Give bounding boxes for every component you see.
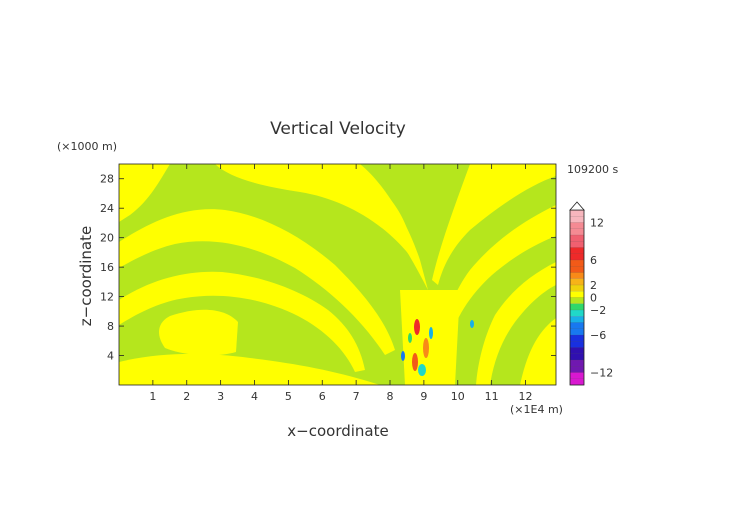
positive-region bbox=[119, 271, 365, 372]
time-label: 109200 s bbox=[567, 163, 618, 176]
downdraft-core bbox=[470, 320, 474, 328]
colorbar-level bbox=[570, 303, 584, 310]
positive-region bbox=[119, 353, 380, 385]
positive-region bbox=[119, 164, 170, 222]
x-scale-label: (×1E4 m) bbox=[510, 403, 563, 416]
colorbar-tick-label: 12 bbox=[590, 217, 604, 230]
colorbar-tick-label: 6 bbox=[590, 254, 597, 267]
updraft-core bbox=[423, 338, 429, 358]
downdraft-core bbox=[401, 351, 405, 361]
positive-region bbox=[310, 164, 428, 290]
positive-region bbox=[520, 318, 556, 385]
colorbar-tick-label: 0 bbox=[590, 292, 597, 305]
colorbar: 12 6 20−2 −6 −12 bbox=[569, 201, 613, 386]
x-tick-label: 3 bbox=[217, 390, 224, 403]
x-axis-label: x−coordinate bbox=[287, 422, 388, 440]
y-scale-label: (×1000 m) bbox=[57, 140, 117, 153]
x-tick-label: 5 bbox=[285, 390, 292, 403]
x-tick-label: 12 bbox=[519, 390, 533, 403]
colorbar-level bbox=[570, 316, 584, 323]
chart-title: Vertical Velocity bbox=[270, 119, 406, 139]
downdraft-core bbox=[429, 327, 433, 339]
colorbar-tick-label: −2 bbox=[590, 304, 606, 317]
x-tick-label: 7 bbox=[353, 390, 360, 403]
x-tick-label: 10 bbox=[451, 390, 465, 403]
colorbar-extend-arrow bbox=[569, 201, 585, 211]
x-tick-label: 9 bbox=[420, 390, 427, 403]
y-tick-label: 12 bbox=[100, 291, 114, 304]
positive-region bbox=[158, 309, 238, 356]
y-tick-label: 24 bbox=[100, 202, 114, 215]
colorbar-level bbox=[570, 297, 584, 304]
colorbar-level bbox=[570, 291, 584, 298]
colorbar-level bbox=[570, 285, 584, 292]
colorbar-tick-label: −6 bbox=[590, 329, 606, 342]
colorbar-tick-label: 2 bbox=[590, 279, 597, 292]
positive-region bbox=[119, 209, 395, 355]
downdraft-core bbox=[418, 364, 426, 376]
updraft-core bbox=[412, 353, 418, 371]
y-tick-label: 20 bbox=[100, 232, 114, 245]
y-tick-label: 16 bbox=[100, 261, 114, 274]
x-axis: 1 2 3 4 5 6 7 8 9 10 11 12 bbox=[149, 164, 533, 403]
x-tick-label: 2 bbox=[183, 390, 190, 403]
y-tick-label: 4 bbox=[107, 350, 114, 363]
x-tick-label: 1 bbox=[149, 390, 156, 403]
colorbar-level bbox=[570, 278, 584, 285]
y-axis: 4 8 12 16 20 24 28 bbox=[100, 173, 556, 363]
x-tick-label: 4 bbox=[251, 390, 258, 403]
x-tick-label: 6 bbox=[319, 390, 326, 403]
downdraft-core bbox=[408, 333, 412, 343]
colorbar-level bbox=[570, 310, 584, 317]
positive-region bbox=[440, 205, 556, 348]
x-tick-label: 11 bbox=[485, 390, 499, 403]
plot-frame bbox=[118, 163, 557, 386]
positive-region bbox=[476, 262, 556, 385]
y-axis-label: z−coordinate bbox=[77, 226, 95, 326]
y-tick-label: 8 bbox=[107, 320, 114, 333]
velocity-field bbox=[119, 164, 556, 385]
x-tick-label: 8 bbox=[387, 390, 394, 403]
updraft-core bbox=[414, 319, 420, 335]
positive-region bbox=[432, 164, 556, 285]
colorbar-level bbox=[570, 272, 584, 279]
colorbar-tick-label: −12 bbox=[590, 367, 613, 380]
y-tick-label: 28 bbox=[100, 173, 114, 186]
